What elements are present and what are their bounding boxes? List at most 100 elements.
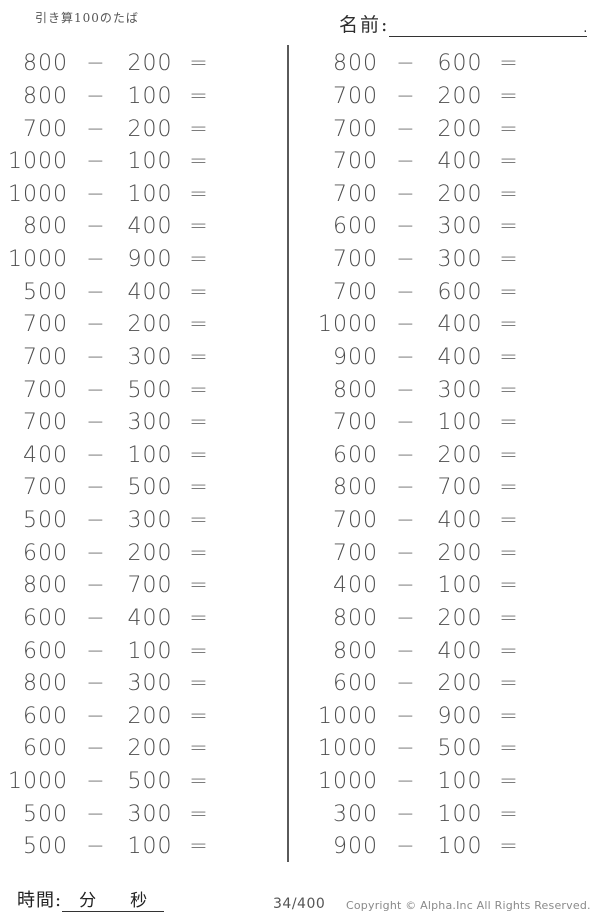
problem-row: 700−400 = bbox=[316, 146, 532, 179]
subtrahend: 400 bbox=[437, 508, 483, 534]
minus-sign: − bbox=[396, 540, 416, 566]
problem-row: 600−200 = bbox=[316, 440, 532, 473]
problem-row: 1000−100 = bbox=[6, 146, 222, 179]
problem-row: 600−100 = bbox=[6, 635, 222, 668]
page-title: 引き算100のたば bbox=[35, 11, 139, 25]
minuend: 400 bbox=[333, 573, 378, 599]
subtrahend: 200 bbox=[437, 671, 483, 697]
minuend: 700 bbox=[23, 410, 68, 436]
equals-sign: = bbox=[189, 605, 209, 631]
minus-sign: − bbox=[86, 377, 106, 403]
equals-sign: = bbox=[189, 247, 209, 273]
subtrahend: 500 bbox=[127, 475, 173, 501]
subtrahend: 900 bbox=[437, 703, 483, 729]
problem-row: 300−100 = bbox=[316, 798, 532, 831]
problem-row: 800−200 = bbox=[316, 603, 532, 636]
problem-row: 800−600 = bbox=[316, 48, 532, 81]
problems-column-right: 800−600 = 700−200 = 700−200 = 700−400 = 700−200 =… bbox=[316, 48, 532, 864]
problem-row: 900−100 = bbox=[316, 831, 532, 864]
copyright-notice: Copyright © Alpha.Inc All Rights Reserve… bbox=[346, 899, 591, 912]
minuend: 500 bbox=[23, 801, 68, 827]
minus-sign: − bbox=[86, 703, 106, 729]
subtrahend: 200 bbox=[127, 51, 173, 77]
subtrahend: 200 bbox=[437, 442, 483, 468]
equals-sign: = bbox=[499, 51, 519, 77]
subtrahend: 300 bbox=[437, 214, 483, 240]
name-field: 名前: . bbox=[339, 10, 588, 37]
minuend: 1000 bbox=[318, 312, 378, 338]
time-blank-line: 分 秒 bbox=[62, 889, 165, 912]
subtrahend: 300 bbox=[437, 377, 483, 403]
minus-sign: − bbox=[396, 769, 416, 795]
minuend: 1000 bbox=[8, 769, 68, 795]
equals-sign: = bbox=[189, 736, 209, 762]
minus-sign: − bbox=[396, 279, 416, 305]
problem-row: 400−100 = bbox=[6, 440, 222, 473]
equals-sign: = bbox=[499, 540, 519, 566]
minuend: 1000 bbox=[8, 181, 68, 207]
subtrahend: 400 bbox=[437, 344, 483, 370]
minuend: 1000 bbox=[8, 247, 68, 273]
problem-row: 800−700 = bbox=[316, 472, 532, 505]
minus-sign: − bbox=[86, 475, 106, 501]
minuend: 700 bbox=[333, 83, 378, 109]
problem-row: 800−400 = bbox=[316, 635, 532, 668]
subtrahend: 200 bbox=[127, 312, 173, 338]
minus-sign: − bbox=[86, 214, 106, 240]
minuend: 700 bbox=[333, 247, 378, 273]
minus-sign: − bbox=[396, 51, 416, 77]
minuend: 700 bbox=[333, 149, 378, 175]
minus-sign: − bbox=[86, 736, 106, 762]
equals-sign: = bbox=[499, 442, 519, 468]
equals-sign: = bbox=[189, 573, 209, 599]
problem-row: 800−300 = bbox=[316, 374, 532, 407]
equals-sign: = bbox=[189, 279, 209, 305]
problem-row: 500−400 = bbox=[6, 276, 222, 309]
subtrahend: 600 bbox=[437, 51, 483, 77]
equals-sign: = bbox=[499, 214, 519, 240]
minus-sign: − bbox=[86, 442, 106, 468]
minuend: 800 bbox=[333, 605, 378, 631]
time-label: 時間: bbox=[17, 890, 63, 911]
problem-row: 600−400 = bbox=[6, 603, 222, 636]
problem-row: 1000−500 = bbox=[6, 766, 222, 799]
equals-sign: = bbox=[499, 769, 519, 795]
minuend: 800 bbox=[23, 573, 68, 599]
minus-sign: − bbox=[86, 344, 106, 370]
equals-sign: = bbox=[189, 149, 209, 175]
minus-sign: − bbox=[86, 279, 106, 305]
minuend: 500 bbox=[23, 508, 68, 534]
minuend: 600 bbox=[23, 605, 68, 631]
minus-sign: − bbox=[396, 834, 416, 860]
problems-column-left: 800−200 = 800−100 = 700−200 = 1000−100 = 1000−10… bbox=[6, 48, 222, 864]
equals-sign: = bbox=[189, 540, 209, 566]
subtrahend: 400 bbox=[437, 149, 483, 175]
problem-row: 600−200 = bbox=[6, 701, 222, 734]
minuend: 1000 bbox=[318, 769, 378, 795]
minuend: 800 bbox=[23, 671, 68, 697]
subtrahend: 100 bbox=[437, 410, 483, 436]
problem-row: 800−400 = bbox=[6, 211, 222, 244]
minuend: 700 bbox=[333, 279, 378, 305]
subtrahend: 100 bbox=[127, 638, 173, 664]
equals-sign: = bbox=[499, 834, 519, 860]
problem-row: 600−200 = bbox=[6, 733, 222, 766]
problem-row: 700−200 = bbox=[316, 179, 532, 212]
problem-row: 600−200 = bbox=[316, 668, 532, 701]
subtrahend: 700 bbox=[127, 573, 173, 599]
problem-row: 500−100 = bbox=[6, 831, 222, 864]
equals-sign: = bbox=[189, 508, 209, 534]
problem-row: 900−400 = bbox=[316, 342, 532, 375]
subtrahend: 200 bbox=[437, 181, 483, 207]
page-number: 34/400 bbox=[273, 896, 326, 912]
subtrahend: 400 bbox=[127, 605, 173, 631]
minuend: 700 bbox=[23, 116, 68, 142]
problem-row: 1000−900 = bbox=[316, 701, 532, 734]
equals-sign: = bbox=[499, 410, 519, 436]
minuend: 800 bbox=[333, 638, 378, 664]
problem-row: 1000−500 = bbox=[316, 733, 532, 766]
minus-sign: − bbox=[86, 410, 106, 436]
minus-sign: − bbox=[86, 638, 106, 664]
problem-row: 800−200 = bbox=[6, 48, 222, 81]
equals-sign: = bbox=[189, 769, 209, 795]
